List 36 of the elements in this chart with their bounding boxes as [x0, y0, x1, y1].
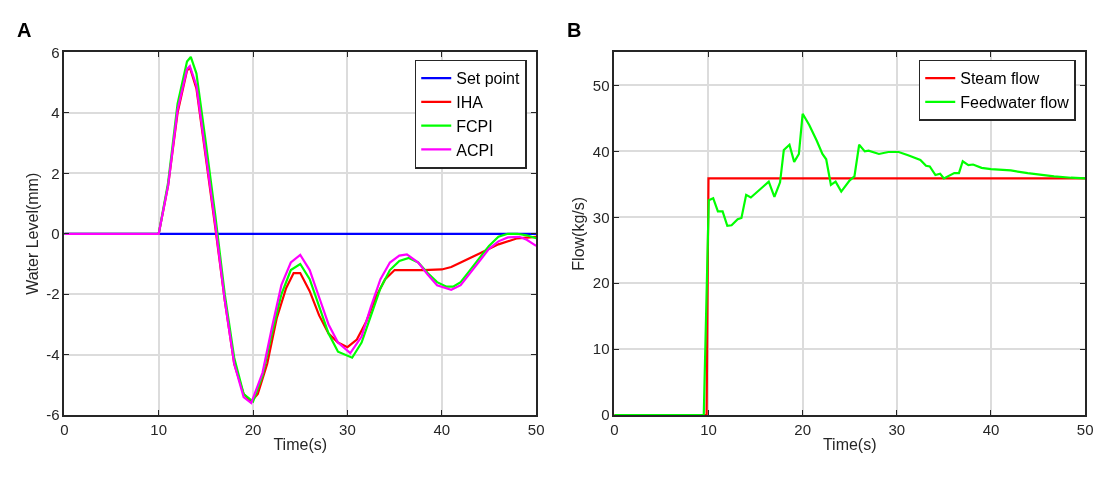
x-tick-label: 20	[244, 420, 262, 438]
x-tick-label: 50	[1076, 420, 1094, 438]
legend-label: Set point	[456, 70, 520, 88]
x-tick-label: 30	[888, 420, 906, 438]
x-tick-label: 40	[433, 420, 451, 438]
y-axis-title: Water Level(mm)	[23, 172, 41, 295]
x-axis-title: Time(s)	[273, 436, 328, 454]
y-tick-label: 20	[592, 274, 610, 292]
y-tick-label: -4	[46, 345, 60, 363]
y-tick-label: -6	[46, 406, 60, 424]
y-tick-label: 4	[51, 104, 60, 122]
y-tick-label: 0	[51, 225, 60, 243]
x-axis-title: Time(s)	[822, 436, 877, 454]
x-tick-label: 10	[700, 420, 717, 438]
x-tick-label: 40	[982, 420, 1000, 438]
x-tick-label: 20	[794, 420, 811, 438]
x-tick-label: 50	[527, 420, 545, 438]
y-tick-label: 40	[592, 142, 610, 160]
y-tick-label: 10	[592, 340, 610, 358]
legend-label: Steam flow	[960, 70, 1040, 88]
y-tick-label: 30	[592, 208, 610, 226]
line-series	[614, 112, 1086, 416]
chart-title: B	[567, 19, 582, 41]
legend-label: ACPI	[456, 141, 494, 159]
y-tick-label: 50	[592, 76, 610, 94]
y-tick-label: 2	[51, 164, 60, 182]
y-axis-title: Flow(kg/s)	[570, 196, 588, 271]
legend-label: FCPI	[456, 117, 493, 135]
legend-label: IHA	[456, 94, 484, 112]
legend-label: Feedwater flow	[960, 94, 1070, 112]
x-tick-label: 30	[339, 420, 356, 438]
y-tick-label: -2	[46, 285, 60, 303]
y-tick-label: 0	[601, 406, 610, 424]
chart-title: A	[17, 19, 32, 41]
y-tick-label: 6	[51, 43, 60, 61]
x-tick-label: 10	[150, 420, 168, 438]
